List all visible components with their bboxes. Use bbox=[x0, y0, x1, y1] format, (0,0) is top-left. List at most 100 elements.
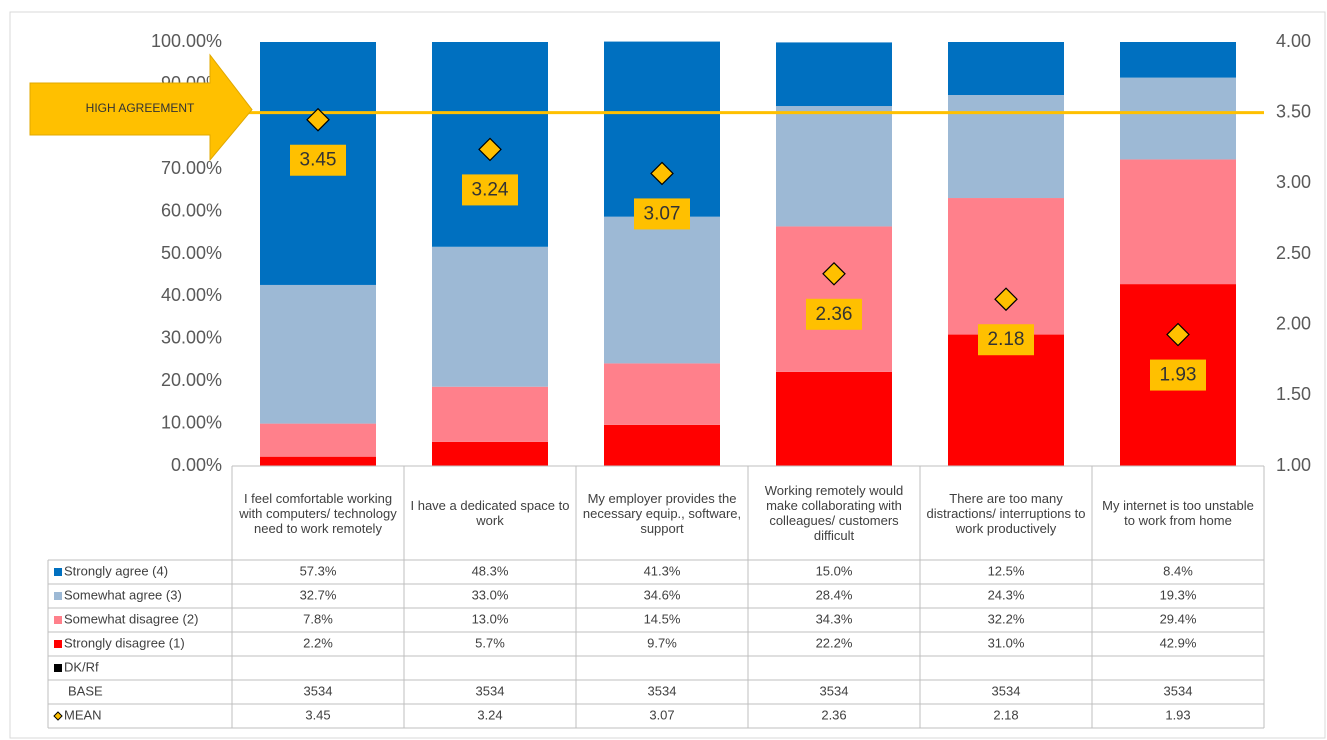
y-tick-label: 0.00% bbox=[171, 455, 222, 475]
category-label: I feel comfortable working with computer… bbox=[239, 490, 397, 536]
bar-segment bbox=[260, 284, 376, 424]
legend-key bbox=[54, 568, 62, 576]
y2-tick-label: 2.00 bbox=[1276, 313, 1311, 333]
legend-key bbox=[54, 616, 62, 624]
legend-label: Strongly disagree (1) bbox=[64, 635, 185, 650]
mean-label-box bbox=[806, 298, 862, 330]
mean-marker bbox=[1166, 322, 1190, 347]
legend-key bbox=[54, 640, 62, 648]
y2-tick-label: 2.50 bbox=[1276, 243, 1311, 263]
table-cell: 12.5% bbox=[988, 563, 1025, 578]
mean-marker bbox=[306, 107, 330, 132]
y2-tick-label: 4.00 bbox=[1276, 31, 1311, 51]
table-cell: 28.4% bbox=[816, 587, 853, 602]
legend-key bbox=[53, 711, 63, 721]
table-cell: 2.2% bbox=[303, 635, 333, 650]
mean-label-box bbox=[634, 198, 690, 230]
mean-marker bbox=[822, 261, 846, 286]
table-cell: 34.3% bbox=[816, 611, 853, 626]
mean-marker bbox=[650, 161, 674, 186]
legend-label: MEAN bbox=[64, 707, 102, 722]
bar-segment bbox=[776, 42, 892, 107]
bar-segment bbox=[604, 424, 720, 466]
table-cell: 5.7% bbox=[475, 635, 505, 650]
bar-segment bbox=[1120, 42, 1236, 78]
table-cell: 14.5% bbox=[644, 611, 681, 626]
bar-segment bbox=[604, 363, 720, 425]
y-tick-label: 20.00% bbox=[161, 370, 222, 390]
y2-tick-label: 1.50 bbox=[1276, 384, 1311, 404]
mean-label: 3.45 bbox=[300, 150, 337, 171]
mean-label: 2.36 bbox=[816, 304, 853, 325]
bar-segment bbox=[776, 106, 892, 227]
mean-label-box bbox=[462, 174, 518, 206]
mean-label: 2.18 bbox=[988, 329, 1025, 350]
bar-segment bbox=[1120, 77, 1236, 160]
table-cell: 42.9% bbox=[1160, 635, 1197, 650]
table-cell: 32.2% bbox=[988, 611, 1025, 626]
table-cell: 19.3% bbox=[1160, 587, 1197, 602]
table-cell: 15.0% bbox=[816, 563, 853, 578]
category-label: Working remotely would make collaboratin… bbox=[764, 483, 904, 543]
mean-marker bbox=[478, 137, 502, 162]
table-cell: 48.3% bbox=[472, 563, 509, 578]
table-cell: 3534 bbox=[992, 683, 1021, 698]
bar-segment bbox=[948, 95, 1064, 199]
table-cell: 32.7% bbox=[300, 587, 337, 602]
y-tick-label: 60.00% bbox=[161, 200, 222, 220]
legend-label: Somewhat agree (3) bbox=[64, 587, 182, 602]
mean-marker bbox=[994, 287, 1018, 312]
table-cell: 3534 bbox=[648, 683, 677, 698]
legend-key bbox=[54, 664, 62, 672]
table-cell: 22.2% bbox=[816, 635, 853, 650]
y-tick-label: 100.00% bbox=[151, 31, 222, 51]
table-cell: 33.0% bbox=[472, 587, 509, 602]
table-cell: 29.4% bbox=[1160, 611, 1197, 626]
table-cell: 3.07 bbox=[649, 707, 674, 722]
category-label: My employer provides the necessary equip… bbox=[582, 490, 742, 536]
mean-label: 3.07 bbox=[644, 203, 681, 224]
table-cell: 7.8% bbox=[303, 611, 333, 626]
table-cell: 3.24 bbox=[477, 707, 502, 722]
mean-label-box bbox=[1150, 359, 1206, 391]
legend-key bbox=[54, 592, 62, 600]
table-cell: 2.18 bbox=[993, 707, 1018, 722]
y2-tick-label: 1.00 bbox=[1276, 455, 1311, 475]
bar-segment bbox=[1120, 159, 1236, 285]
table-cell: 41.3% bbox=[644, 563, 681, 578]
legend-label: Somewhat disagree (2) bbox=[64, 611, 198, 626]
table-cell: 3534 bbox=[1164, 683, 1193, 698]
y2-tick-label: 3.00 bbox=[1276, 172, 1311, 192]
table-cell: 31.0% bbox=[988, 635, 1025, 650]
legend-label: DK/Rf bbox=[64, 659, 99, 674]
bar-segment bbox=[948, 198, 1064, 335]
table-cell: 3534 bbox=[820, 683, 849, 698]
mean-label-box bbox=[290, 144, 346, 176]
bar-segment bbox=[432, 386, 548, 442]
bar-segment bbox=[604, 41, 720, 217]
table-cell: 3534 bbox=[476, 683, 505, 698]
row-label: BASE bbox=[68, 683, 103, 698]
y-tick-label: 10.00% bbox=[161, 412, 222, 432]
table-cell: 13.0% bbox=[472, 611, 509, 626]
chart-border bbox=[9, 11, 1326, 739]
table-cell: 3.45 bbox=[305, 707, 330, 722]
bar-segment bbox=[432, 246, 548, 387]
bar-segment bbox=[776, 371, 892, 466]
mean-label: 3.24 bbox=[472, 179, 509, 200]
category-label: There are too many distractions/ interru… bbox=[926, 490, 1086, 536]
mean-label: 1.93 bbox=[1160, 365, 1197, 386]
table-cell: 24.3% bbox=[988, 587, 1025, 602]
annotation-arrow bbox=[29, 53, 253, 162]
bar-segment bbox=[604, 216, 720, 364]
legend-label: Strongly agree (4) bbox=[64, 563, 168, 578]
table-cell: 3534 bbox=[304, 683, 333, 698]
table-cell: 57.3% bbox=[300, 563, 337, 578]
bar-segment bbox=[948, 42, 1064, 95]
y-tick-label: 50.00% bbox=[161, 243, 222, 263]
table-cell: 34.6% bbox=[644, 587, 681, 602]
y-tick-label: 40.00% bbox=[161, 285, 222, 305]
annotation-text: HIGH AGREEMENT bbox=[86, 101, 195, 115]
bar-segment bbox=[260, 456, 376, 466]
